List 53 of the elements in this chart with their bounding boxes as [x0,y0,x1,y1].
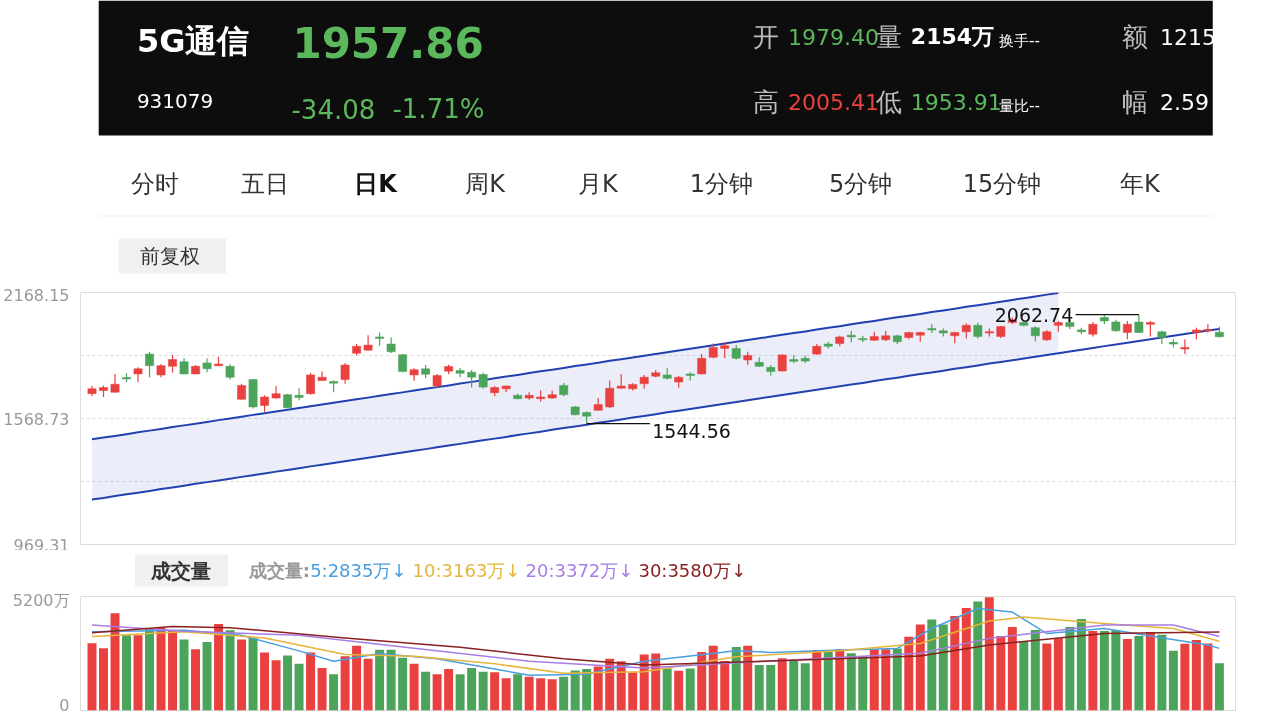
candlestick [363,334,373,352]
text: 5:2835万↓ [310,560,407,581]
candlestick [1180,338,1190,355]
text: 1957.86 [292,19,484,68]
line-series [91,327,1221,501]
text: 15分钟 [962,169,1042,198]
text: 年K [1120,169,1161,198]
candlestick [605,380,615,409]
annotation: 2062.74 [994,303,1074,326]
text: 幅 [1121,86,1148,117]
text: 换手-- [999,31,1040,50]
text: 周K [465,169,507,198]
candlestick [697,353,707,376]
text: 2154万 [910,24,995,49]
text: 1分钟 [689,169,754,198]
y-tick-label: 2168.15 [3,285,70,305]
candlestick [340,362,350,385]
candlestick [1203,323,1213,334]
text: 月K [577,169,619,198]
candlestick [294,387,304,401]
annotation: 1544.56 [652,419,731,442]
text: 5分钟 [828,169,893,198]
candlestick [455,367,465,378]
text: 前复权 [139,243,200,268]
text: 分时 [130,169,179,198]
text: 931079 [136,88,214,113]
y-tick-label: 0 [59,695,70,715]
y-tick-label: 1568.73 [3,409,70,429]
text: -1.71% [392,93,485,124]
legend-title: 成交量: [247,560,310,581]
text: 20:3372万↓ [525,560,634,581]
candlestick [110,373,120,394]
candlestick [317,370,327,382]
text: 高 [753,86,780,117]
text: 五日 [240,169,289,198]
text: -34.08 [291,94,376,125]
text: 额 [1121,21,1148,52]
y-tick-label: 969.31 [13,535,70,555]
candlestick [271,385,281,400]
text: 开 [753,21,780,52]
text: 低 [876,86,903,117]
text: 30:3580万↓ [638,560,747,581]
chart-title: 成交量 [150,558,212,583]
candlestick [145,351,154,378]
chart-title: 5G通信 [136,21,250,60]
y-tick-label: 5200万 [12,590,70,610]
text: 2.59 [1160,89,1209,115]
text: 日K [354,169,399,198]
text: 1215 [1160,24,1217,50]
text: 10:3163万↓ [412,560,521,581]
text: 量 [876,21,903,52]
candlestick [1122,320,1132,340]
candlestick [306,372,315,396]
